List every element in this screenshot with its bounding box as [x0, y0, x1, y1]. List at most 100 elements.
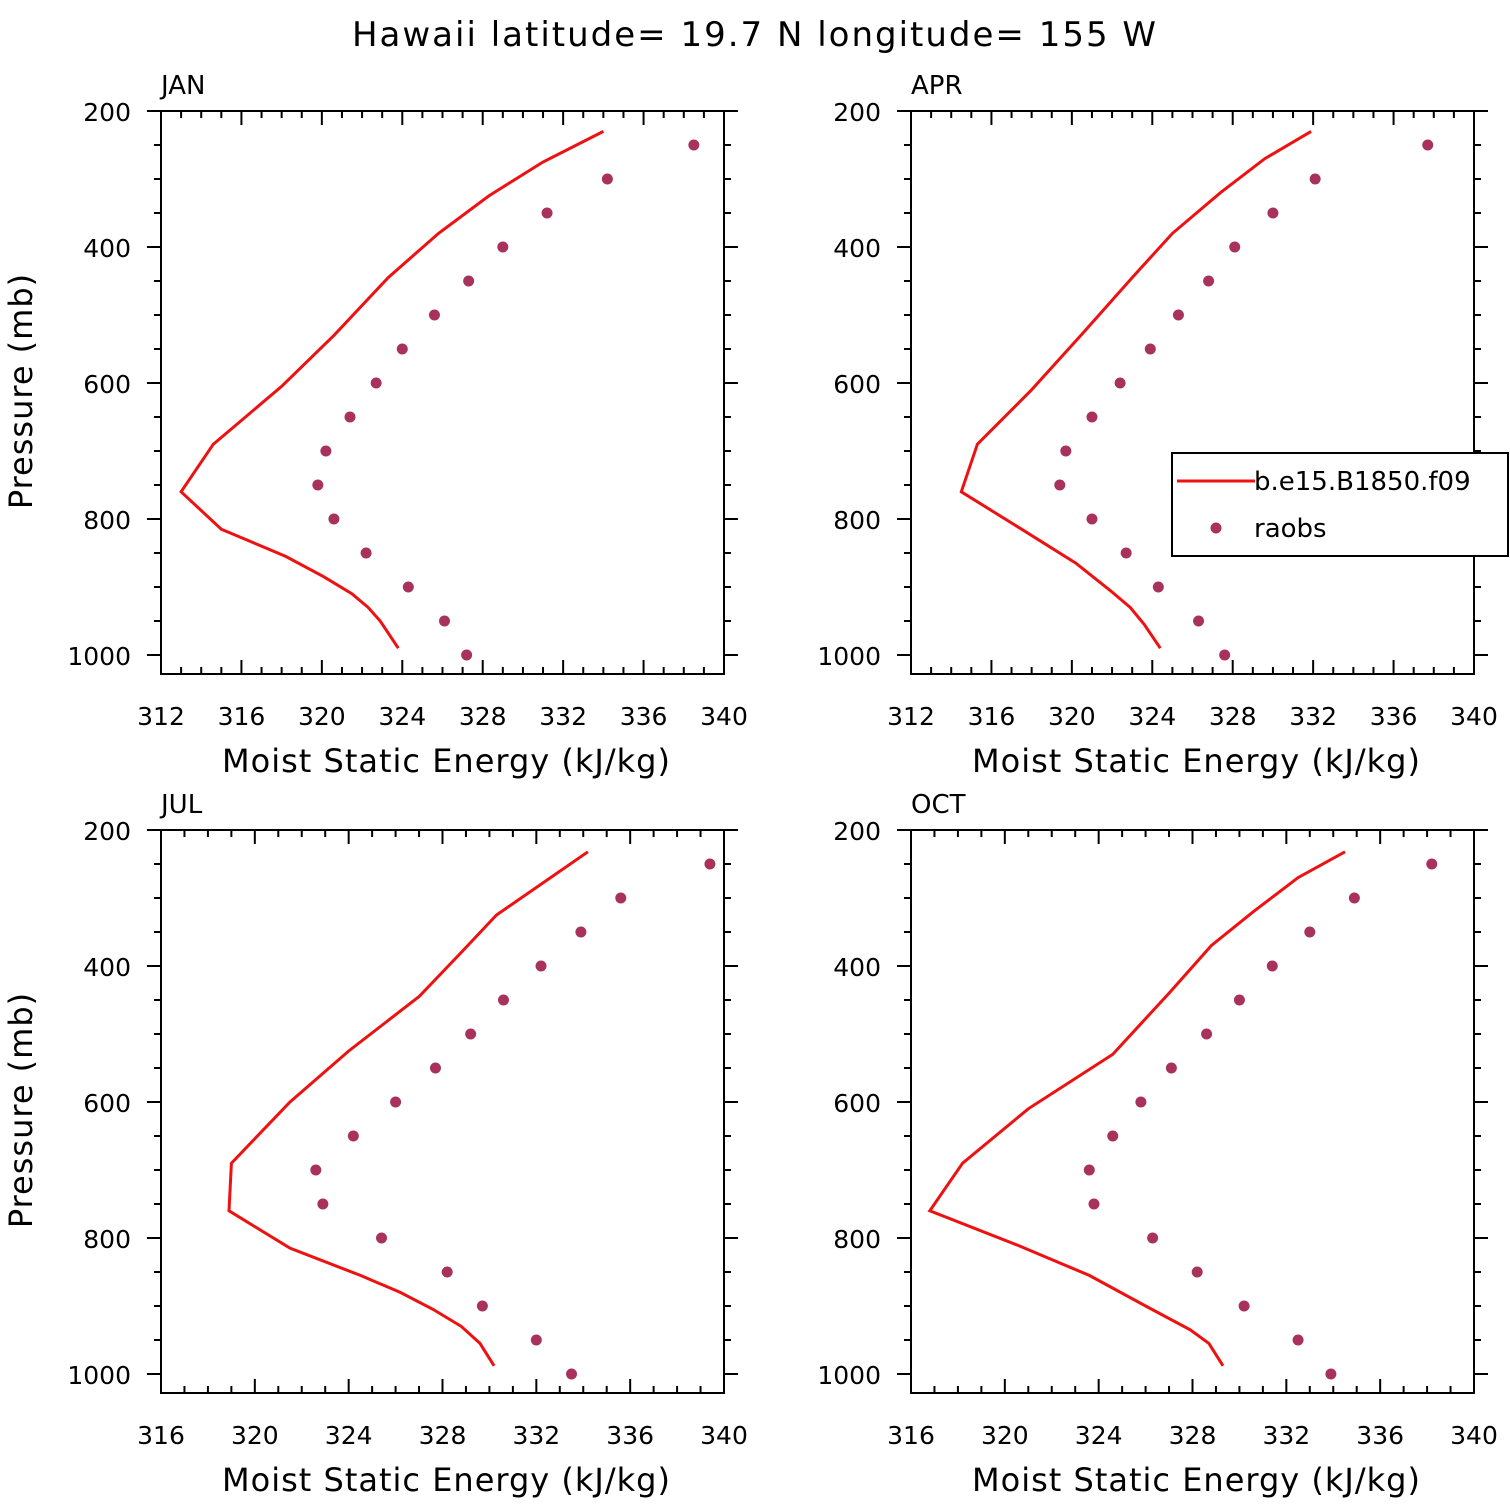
figure-title: Hawaii latitude= 19.7 N longitude= 155 W [352, 15, 1158, 55]
raobs-point [688, 139, 700, 151]
raobs-point [476, 1300, 488, 1312]
y-tick-label: 400 [83, 234, 131, 263]
raobs-point [461, 649, 473, 661]
x-tick-label: 332 [539, 702, 587, 731]
raobs-point [396, 343, 408, 355]
raobs-point [704, 858, 716, 870]
y-tick-label: 800 [83, 506, 131, 535]
y-tick-label: 800 [833, 506, 881, 535]
raobs-point [1135, 1096, 1147, 1108]
y-tick-label: 400 [833, 234, 881, 263]
x-tick-label: 328 [1209, 702, 1257, 731]
raobs-point [1304, 926, 1316, 938]
panel-jul: JUL 316 320 324 328 332 336 340 200 400 600 800 1000… [2, 790, 748, 1499]
raobs-point [320, 445, 332, 457]
y-tick-label: 1000 [817, 1361, 881, 1390]
raobs-point [1219, 649, 1231, 661]
y-tick-label: 1000 [67, 642, 131, 671]
x-tick-label: 332 [1289, 702, 1337, 731]
raobs-point [615, 892, 627, 904]
panel-apr: APR 312 316 320 324 328 332 336 340 200 400 600 800 1… [817, 71, 1509, 780]
x-tick-label: 336 [620, 702, 668, 731]
raobs-point [344, 411, 356, 423]
y-tick-label: 800 [833, 1225, 881, 1254]
raobs-point [541, 207, 553, 219]
raobs-point [428, 309, 440, 321]
model-profile-line [179, 130, 605, 650]
raobs-point [497, 994, 509, 1006]
raobs-point [370, 377, 382, 389]
raobs-point [1193, 615, 1205, 627]
raobs-point [1083, 1164, 1095, 1176]
x-tick-label: 316 [218, 702, 266, 731]
raobs-point [530, 1334, 542, 1346]
raobs-point [1054, 479, 1066, 491]
raobs-point [1088, 1198, 1100, 1210]
raobs-point [463, 275, 475, 287]
raobs-point [1267, 207, 1279, 219]
y-tick-label: 800 [83, 1225, 131, 1254]
raobs-point [1086, 411, 1098, 423]
plot-frame [910, 829, 1475, 1394]
raobs-point [535, 960, 547, 972]
x-tick-label: 316 [887, 1421, 935, 1450]
x-tick-label: 340 [700, 1421, 748, 1450]
x-tick-label: 320 [1048, 702, 1096, 731]
panel-title: APR [911, 71, 963, 101]
panels-group: JAN 312 316 320 324 328 332 336 340 200 400 600 800 1… [2, 71, 1509, 1499]
x-tick-label: 312 [137, 702, 185, 731]
x-tick-label: 312 [887, 702, 935, 731]
raobs-point [1229, 241, 1241, 253]
plot-frame [910, 110, 1475, 675]
raobs-point [1203, 275, 1215, 287]
raobs-point [1152, 581, 1164, 593]
x-tick-label: 316 [137, 1421, 185, 1450]
x-tick-label: 336 [1356, 1421, 1404, 1450]
x-tick-label: 316 [968, 702, 1016, 731]
x-tick-label: 336 [1370, 702, 1418, 731]
y-tick-label: 200 [83, 98, 131, 127]
model-profile-line [959, 130, 1312, 650]
raobs-point [1292, 1334, 1304, 1346]
y-tick-label: 200 [833, 98, 881, 127]
panel-title: OCT [911, 790, 966, 820]
raobs-point [439, 615, 451, 627]
panel-oct: OCT 316 320 324 328 332 336 340 200 400 600 800 1000… [817, 790, 1497, 1499]
raobs-point [1233, 994, 1245, 1006]
y-tick-label: 1000 [67, 1361, 131, 1390]
raobs-point [465, 1028, 477, 1040]
legend-point-swatch [1210, 522, 1222, 534]
x-tick-label: 320 [298, 702, 346, 731]
raobs-point [575, 926, 587, 938]
raobs-point [497, 241, 509, 253]
model-profile-line [927, 850, 1346, 1367]
y-axis-title: Pressure (mb) [2, 992, 40, 1228]
raobs-point [1325, 1368, 1337, 1380]
x-tick-label: 324 [1075, 1421, 1123, 1450]
raobs-point [1107, 1130, 1119, 1142]
raobs-point [1309, 173, 1321, 185]
y-tick-label: 600 [83, 370, 131, 399]
y-tick-label: 200 [833, 817, 881, 846]
raobs-point [390, 1096, 402, 1108]
raobs-point [441, 1266, 453, 1278]
legend: b.e15.B1850.f09 raobs [1171, 452, 1509, 557]
plot-frame [160, 829, 725, 1394]
x-tick-label: 336 [606, 1421, 654, 1450]
raobs-point [1144, 343, 1156, 355]
x-tick-label: 320 [981, 1421, 1029, 1450]
x-tick-label: 332 [512, 1421, 560, 1450]
x-axis-title: Moist Static Energy (kJ/kg) [972, 1461, 1421, 1499]
raobs-point [1266, 960, 1278, 972]
x-tick-label: 324 [1128, 702, 1176, 731]
raobs-point [566, 1368, 578, 1380]
x-tick-label: 340 [1450, 1421, 1498, 1450]
x-tick-label: 340 [700, 702, 748, 731]
x-tick-label: 328 [1169, 1421, 1217, 1450]
y-tick-label: 600 [833, 1089, 881, 1118]
panel-title: JUL [159, 790, 203, 820]
raobs-point [1060, 445, 1072, 457]
raobs-point [1086, 513, 1098, 525]
x-tick-label: 328 [459, 702, 507, 731]
